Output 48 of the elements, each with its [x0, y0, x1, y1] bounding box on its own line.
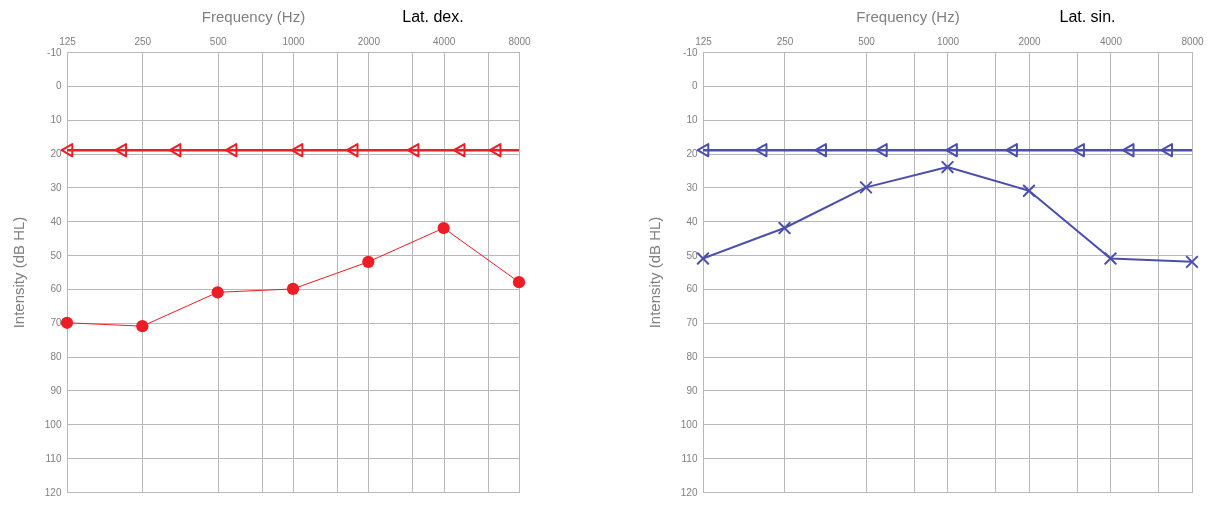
x-tick-label: 500	[209, 35, 227, 47]
x-tick-label: 2000	[357, 35, 381, 47]
y-tick-label: 0	[55, 80, 62, 92]
x-tick-label: 4000	[433, 35, 456, 47]
y-tick-label: 20	[686, 148, 698, 160]
y-tick-label: 110	[45, 452, 62, 464]
y-tick-label: -10	[683, 46, 698, 58]
y-tick-label: 70	[686, 317, 698, 329]
x-tick-label: 250	[776, 35, 794, 47]
x-tick-label: 250	[134, 35, 152, 47]
y-tick-label: 40	[50, 215, 62, 227]
y-tick-label: 30	[50, 181, 62, 193]
chart-title: Lat. dex.	[402, 8, 464, 25]
y-tick-label: 90	[686, 384, 698, 396]
x-tick-label: 8000	[1181, 35, 1205, 47]
y-tick-label: 120	[680, 486, 698, 498]
y-tick-label: 100	[44, 418, 62, 430]
x-tick-label: 125	[59, 35, 77, 47]
y-axis-title: Intensity (dB HL)	[9, 216, 27, 329]
y-tick-label: 100	[680, 418, 698, 430]
y-tick-label: 20	[50, 148, 62, 160]
y-tick-label: 0	[691, 80, 698, 92]
y-tick-label: 60	[50, 283, 62, 295]
y-tick-label: 80	[50, 351, 62, 363]
y-tick-label: 10	[50, 114, 62, 126]
x-tick-label: 2000	[1018, 35, 1042, 47]
y-tick-label: 120	[44, 486, 62, 498]
y-tick-label: 90	[50, 384, 62, 396]
y-tick-label: -10	[47, 46, 62, 58]
x-tick-label: 4000	[1099, 35, 1123, 47]
x-axis-title: Frequency (Hz)	[201, 7, 306, 25]
x-tick-label: 8000	[508, 35, 532, 47]
x-axis-title: Frequency (Hz)	[856, 7, 960, 25]
y-tick-label: 30	[686, 181, 698, 193]
y-tick-label: 40	[686, 215, 698, 227]
y-tick-label: 80	[686, 351, 698, 363]
y-tick-label: 70	[50, 317, 62, 329]
x-tick-label: 1000	[936, 35, 960, 47]
x-tick-label: 500	[858, 35, 876, 47]
y-tick-label: 110	[681, 452, 698, 464]
y-tick-label: 10	[686, 114, 698, 126]
x-tick-label: 1000	[282, 35, 306, 47]
y-tick-label: 50	[686, 249, 698, 261]
chart-title: Lat. sin.	[1059, 8, 1116, 25]
y-axis-title: Intensity (dB HL)	[645, 216, 663, 329]
y-tick-label: 60	[686, 283, 698, 295]
x-tick-label: 125	[695, 35, 713, 47]
y-tick-label: 50	[50, 249, 62, 261]
